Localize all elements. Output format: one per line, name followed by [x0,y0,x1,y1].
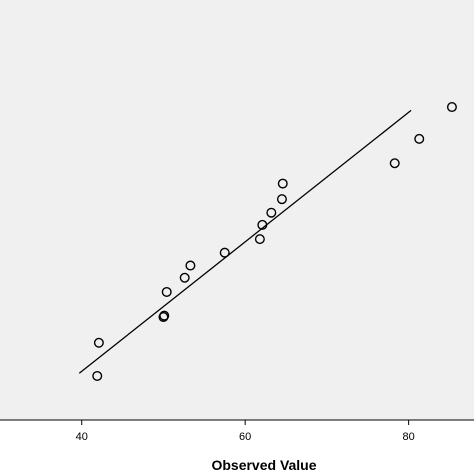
data-point [93,337,104,348]
data-point [446,102,457,113]
x-axis-title: Observed Value [211,457,316,473]
plot-area [0,0,474,420]
x-tick-label: 60 [239,431,251,443]
data-point [389,158,400,169]
data-point [179,272,190,283]
data-point [219,247,230,258]
x-ticks: 40 60 80 [76,420,415,443]
fit-line-layer [78,109,412,374]
fit-line [78,109,412,374]
data-point [92,370,103,381]
x-tick-label: 80 [402,431,414,443]
data-point [254,234,265,245]
data-point [414,133,425,144]
data-point [185,260,196,271]
points-layer [92,102,457,381]
data-point [266,207,277,218]
data-point [161,286,172,297]
data-point [277,178,288,189]
x-tick-label: 40 [76,431,88,443]
data-point [159,310,170,321]
data-point [257,219,268,230]
data-point [276,194,287,205]
